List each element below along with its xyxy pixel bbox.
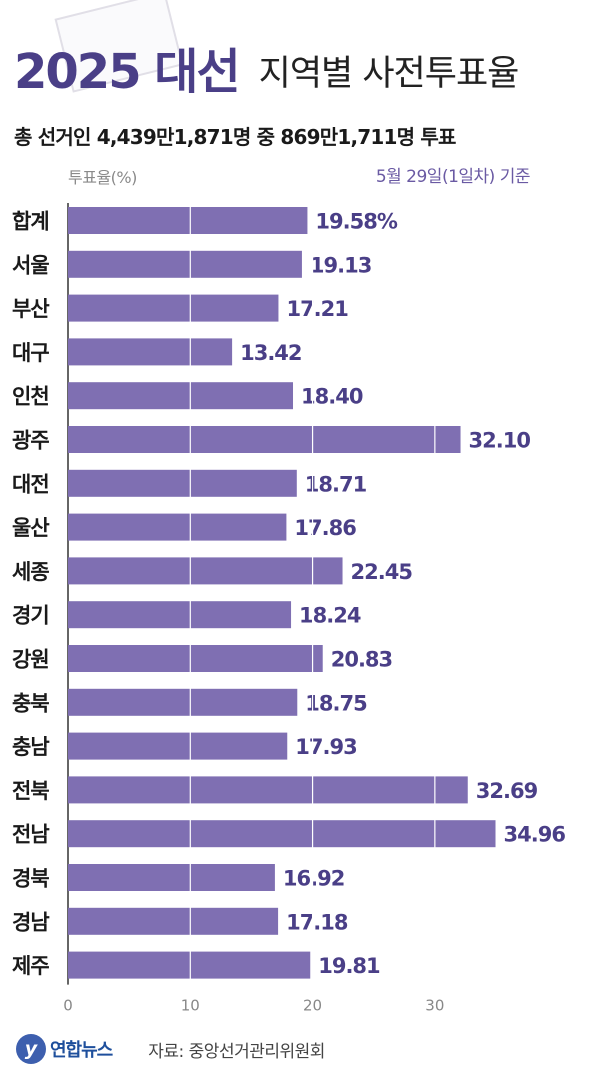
bar: [68, 820, 496, 848]
bar: [68, 907, 279, 935]
bar: [68, 864, 275, 891]
bar: [68, 426, 461, 453]
bar: [68, 294, 279, 322]
category-label: 전북: [12, 779, 49, 803]
bar: [68, 688, 298, 716]
value-label: 17.21: [286, 297, 348, 321]
category-label: 강원: [12, 648, 49, 672]
category-label: 울산: [12, 516, 49, 540]
value-label: 18.40: [301, 385, 363, 409]
value-label: 20.83: [331, 648, 392, 672]
x-tick-label: 30: [425, 997, 444, 1015]
bar: [68, 207, 308, 234]
value-label: 16.92: [283, 867, 344, 891]
category-label: 서울: [12, 253, 49, 277]
bar: [68, 776, 468, 804]
yonhap-logo-text: 연합뉴스: [50, 1040, 113, 1061]
title: 2025 대선 지역별 사전투표율: [14, 26, 520, 100]
value-label: 22.45: [351, 560, 413, 584]
footer: y 연합뉴스 자료: 중앙선거관리위원회: [16, 1031, 325, 1067]
category-label: 충남: [12, 735, 49, 759]
x-tick-label: 10: [181, 997, 200, 1015]
value-label: 18.24: [299, 604, 361, 628]
yonhap-logo-icon: y: [16, 1034, 46, 1064]
category-label: 충북: [12, 691, 49, 715]
category-label: 전남: [12, 823, 49, 847]
bar: [68, 732, 288, 760]
value-label: 18.71: [305, 472, 367, 496]
x-tick-label: 0: [63, 997, 73, 1015]
bar: [68, 645, 323, 672]
category-label: 세종: [12, 560, 49, 584]
value-label: 19.58%: [315, 210, 397, 234]
x-tick-label: 20: [303, 997, 322, 1015]
category-label: 인천: [12, 385, 49, 409]
value-label: 17.18: [286, 910, 348, 934]
bar: [68, 469, 297, 497]
value-label: 32.69: [476, 779, 538, 803]
bar-chart: 합계 19.58% 서울 19.13 부산 17.21 대구 13.42 인천 18.40 광주 32…: [12, 203, 566, 1015]
bar: [68, 250, 302, 278]
title-sub: 지역별 사전투표율: [258, 54, 520, 94]
bar: [68, 951, 311, 979]
voter-summary: 총 선거인 4,439만1,871명 중 869만1,711명 투표: [14, 125, 456, 149]
category-label: 광주: [12, 429, 49, 453]
category-label: 경남: [12, 910, 49, 934]
bar: [68, 601, 292, 629]
source-note: 자료: 중앙선거관리위원회: [148, 1041, 325, 1062]
basis-date: 5월 29일(1일차) 기준: [375, 167, 531, 187]
bar: [68, 513, 287, 541]
value-label: 34.96: [504, 823, 566, 847]
category-label: 합계: [12, 210, 49, 234]
category-label: 경기: [12, 604, 49, 628]
category-label: 부산: [12, 297, 49, 321]
value-label: 19.13: [310, 253, 371, 277]
title-main: 2025 대선: [14, 44, 241, 100]
bar: [68, 338, 233, 366]
category-label: 대구: [12, 341, 49, 365]
value-label: 32.10: [469, 429, 531, 453]
value-label: 17.93: [295, 735, 356, 759]
category-label: 경북: [12, 867, 49, 891]
value-label: 18.75: [305, 691, 367, 715]
value-label: 13.42: [240, 341, 301, 365]
category-label: 제주: [12, 954, 49, 978]
bar: [68, 557, 343, 585]
category-label: 대전: [12, 472, 49, 496]
bar: [68, 382, 294, 410]
value-label: 17.86: [294, 516, 356, 540]
y-axis-label: 투표율(%): [68, 168, 137, 187]
value-label: 19.81: [318, 954, 380, 978]
